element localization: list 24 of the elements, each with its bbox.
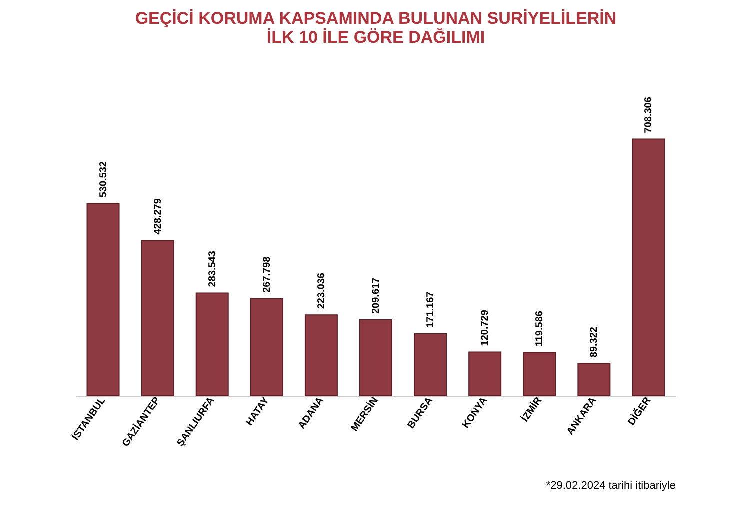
- bar: [468, 352, 502, 396]
- bar: [196, 292, 229, 396]
- bar: [578, 363, 611, 396]
- data-label: 530.532: [98, 161, 110, 198]
- bar: [304, 314, 338, 396]
- data-label: 428.279: [152, 198, 164, 235]
- bar: [414, 333, 448, 396]
- chart-title: GEÇİCİ KORUMA KAPSAMINDA BULUNAN SURİYELİLERİN İLK 10 İLE GÖRE DAĞILIMI: [135, 9, 617, 48]
- bar: [523, 352, 556, 396]
- data-label: 119.586: [534, 310, 546, 347]
- data-label: 209.617: [371, 277, 382, 314]
- bar: [250, 298, 284, 396]
- bar: [141, 240, 174, 396]
- data-label: 267.798: [262, 256, 273, 293]
- data-label: 223.036: [316, 272, 328, 310]
- bar: [632, 138, 666, 396]
- bar: [360, 320, 392, 396]
- data-label: 171.167: [426, 291, 437, 328]
- data-label: 283.543: [207, 250, 218, 288]
- data-label: 89.322: [589, 326, 600, 358]
- bar: [86, 203, 120, 396]
- data-label: 708.306: [644, 96, 655, 134]
- text: *29.02.2024 tarihi itibariyle: [546, 480, 676, 492]
- data-label: 120.729: [480, 310, 492, 346]
